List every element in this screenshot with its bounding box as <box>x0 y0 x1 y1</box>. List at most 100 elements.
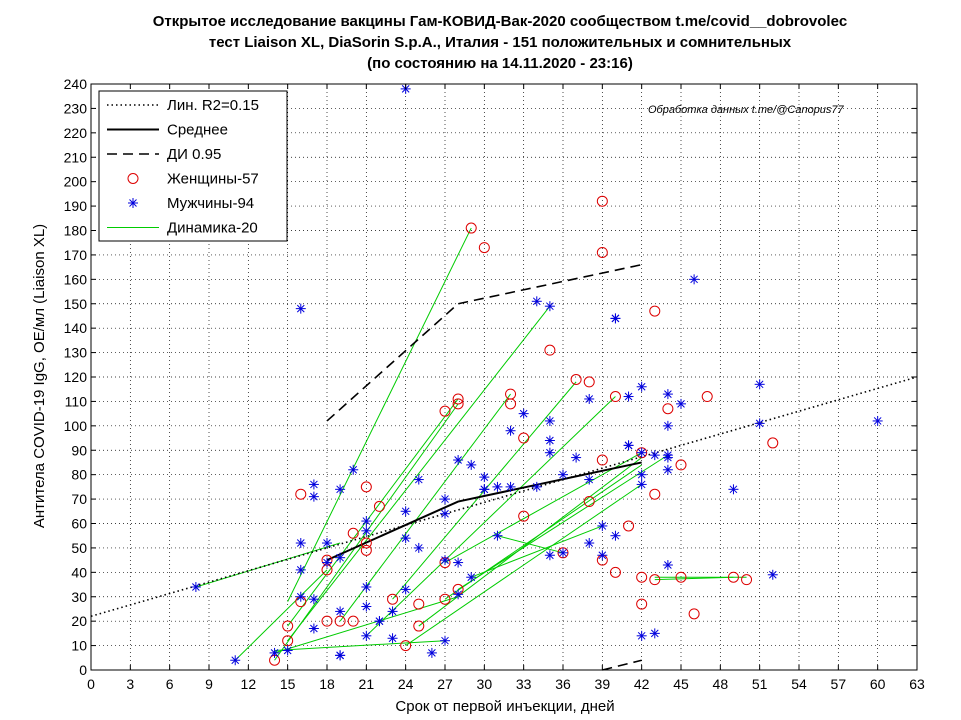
y-tick-label: 140 <box>64 320 88 336</box>
dynamics-segment <box>287 398 459 627</box>
female-point <box>636 571 648 583</box>
male-point <box>544 301 555 312</box>
male-point <box>361 525 372 536</box>
female-point <box>347 615 359 627</box>
female-point <box>767 437 779 449</box>
female-point <box>505 388 517 400</box>
female-point <box>518 432 530 444</box>
male-point <box>754 418 765 429</box>
x-tick-label: 0 <box>87 676 95 692</box>
female-point <box>373 500 385 512</box>
male-point <box>322 557 332 568</box>
x-tick-label: 63 <box>909 676 925 692</box>
female-point <box>701 391 713 403</box>
x-tick-label: 12 <box>241 676 257 692</box>
y-tick-label: 90 <box>71 442 87 458</box>
female-point <box>413 598 425 610</box>
male-point <box>308 623 319 634</box>
female-point <box>452 393 464 405</box>
x-tick-label: 39 <box>595 676 611 692</box>
male-point <box>623 391 634 402</box>
title-line-3: (по состоянию на 14.11.2020 - 23:16) <box>367 55 633 72</box>
female-point <box>675 571 687 583</box>
male-point <box>479 484 490 495</box>
y-tick-label: 110 <box>65 393 88 409</box>
male-point <box>453 557 464 568</box>
female-point <box>347 527 359 539</box>
male-point <box>308 479 319 490</box>
female-point <box>609 391 621 403</box>
female-point <box>465 222 477 234</box>
female-point <box>360 544 372 556</box>
female-point <box>282 620 294 632</box>
x-tick-label: 15 <box>280 676 296 692</box>
female-point <box>596 454 608 466</box>
x-tick-label: 51 <box>752 676 768 692</box>
male-point <box>544 550 555 561</box>
series-line-dashed <box>602 659 642 671</box>
male-point <box>662 464 673 475</box>
male-point <box>387 606 398 617</box>
female-point <box>675 459 687 471</box>
y-tick-label: 20 <box>71 613 87 629</box>
male-point <box>518 408 529 419</box>
x-tick-label: 24 <box>398 676 414 692</box>
male-point <box>662 420 673 431</box>
y-tick-label: 50 <box>71 540 87 556</box>
male-point <box>440 555 450 566</box>
female-point <box>649 574 661 586</box>
dynamics-segment <box>365 396 616 637</box>
x-tick-label: 30 <box>477 676 493 692</box>
male-point <box>636 381 647 392</box>
male-point <box>361 516 372 527</box>
male-point <box>308 594 319 605</box>
male-point <box>531 296 542 307</box>
y-tick-label: 170 <box>64 247 88 263</box>
dynamics-segment <box>234 569 328 661</box>
male-point <box>453 589 464 600</box>
male-point <box>335 484 346 495</box>
male-point <box>190 581 201 592</box>
male-point <box>413 474 424 485</box>
male-point <box>374 616 385 627</box>
dynamics-segment <box>274 596 459 654</box>
female-point <box>649 488 661 500</box>
y-tick-label: 240 <box>64 76 88 92</box>
male-point <box>361 601 372 612</box>
dynamics-segment <box>405 484 642 646</box>
x-tick-label: 36 <box>555 676 571 692</box>
male-point <box>466 459 477 470</box>
dynamics-segment <box>444 452 642 564</box>
male-point <box>440 635 450 646</box>
male-point <box>636 447 647 458</box>
y-tick-label: 180 <box>64 223 88 239</box>
male-point <box>584 393 595 404</box>
ticks: 0 3 6 9 12 15 18 21 24 27 30 33 36 39 42 45 48 51 54 57 60 63… <box>64 76 925 692</box>
male-point <box>400 506 411 517</box>
female-point <box>636 598 648 610</box>
male-point <box>597 520 608 531</box>
male-point <box>558 547 568 558</box>
male-point <box>623 440 634 451</box>
x-tick-label: 9 <box>205 676 213 692</box>
male-point <box>767 569 778 580</box>
male-point <box>295 564 306 575</box>
y-tick-label: 60 <box>71 516 87 532</box>
dynamics-segment <box>418 457 642 627</box>
y-tick-label: 160 <box>64 271 88 287</box>
female-point <box>295 488 307 500</box>
male-point <box>295 303 306 314</box>
female-point <box>570 373 582 385</box>
y-tick-label: 230 <box>64 100 88 116</box>
dynamics-segment <box>274 640 446 651</box>
male-point <box>584 538 595 549</box>
legend-label: Динамика-20 <box>167 220 258 237</box>
male-point <box>440 508 450 519</box>
male-point <box>649 450 660 461</box>
female-point <box>321 615 333 627</box>
female-point <box>688 608 700 620</box>
female-point <box>400 640 412 652</box>
male-point <box>636 630 647 641</box>
male-point <box>610 313 621 324</box>
male-point <box>295 538 306 549</box>
